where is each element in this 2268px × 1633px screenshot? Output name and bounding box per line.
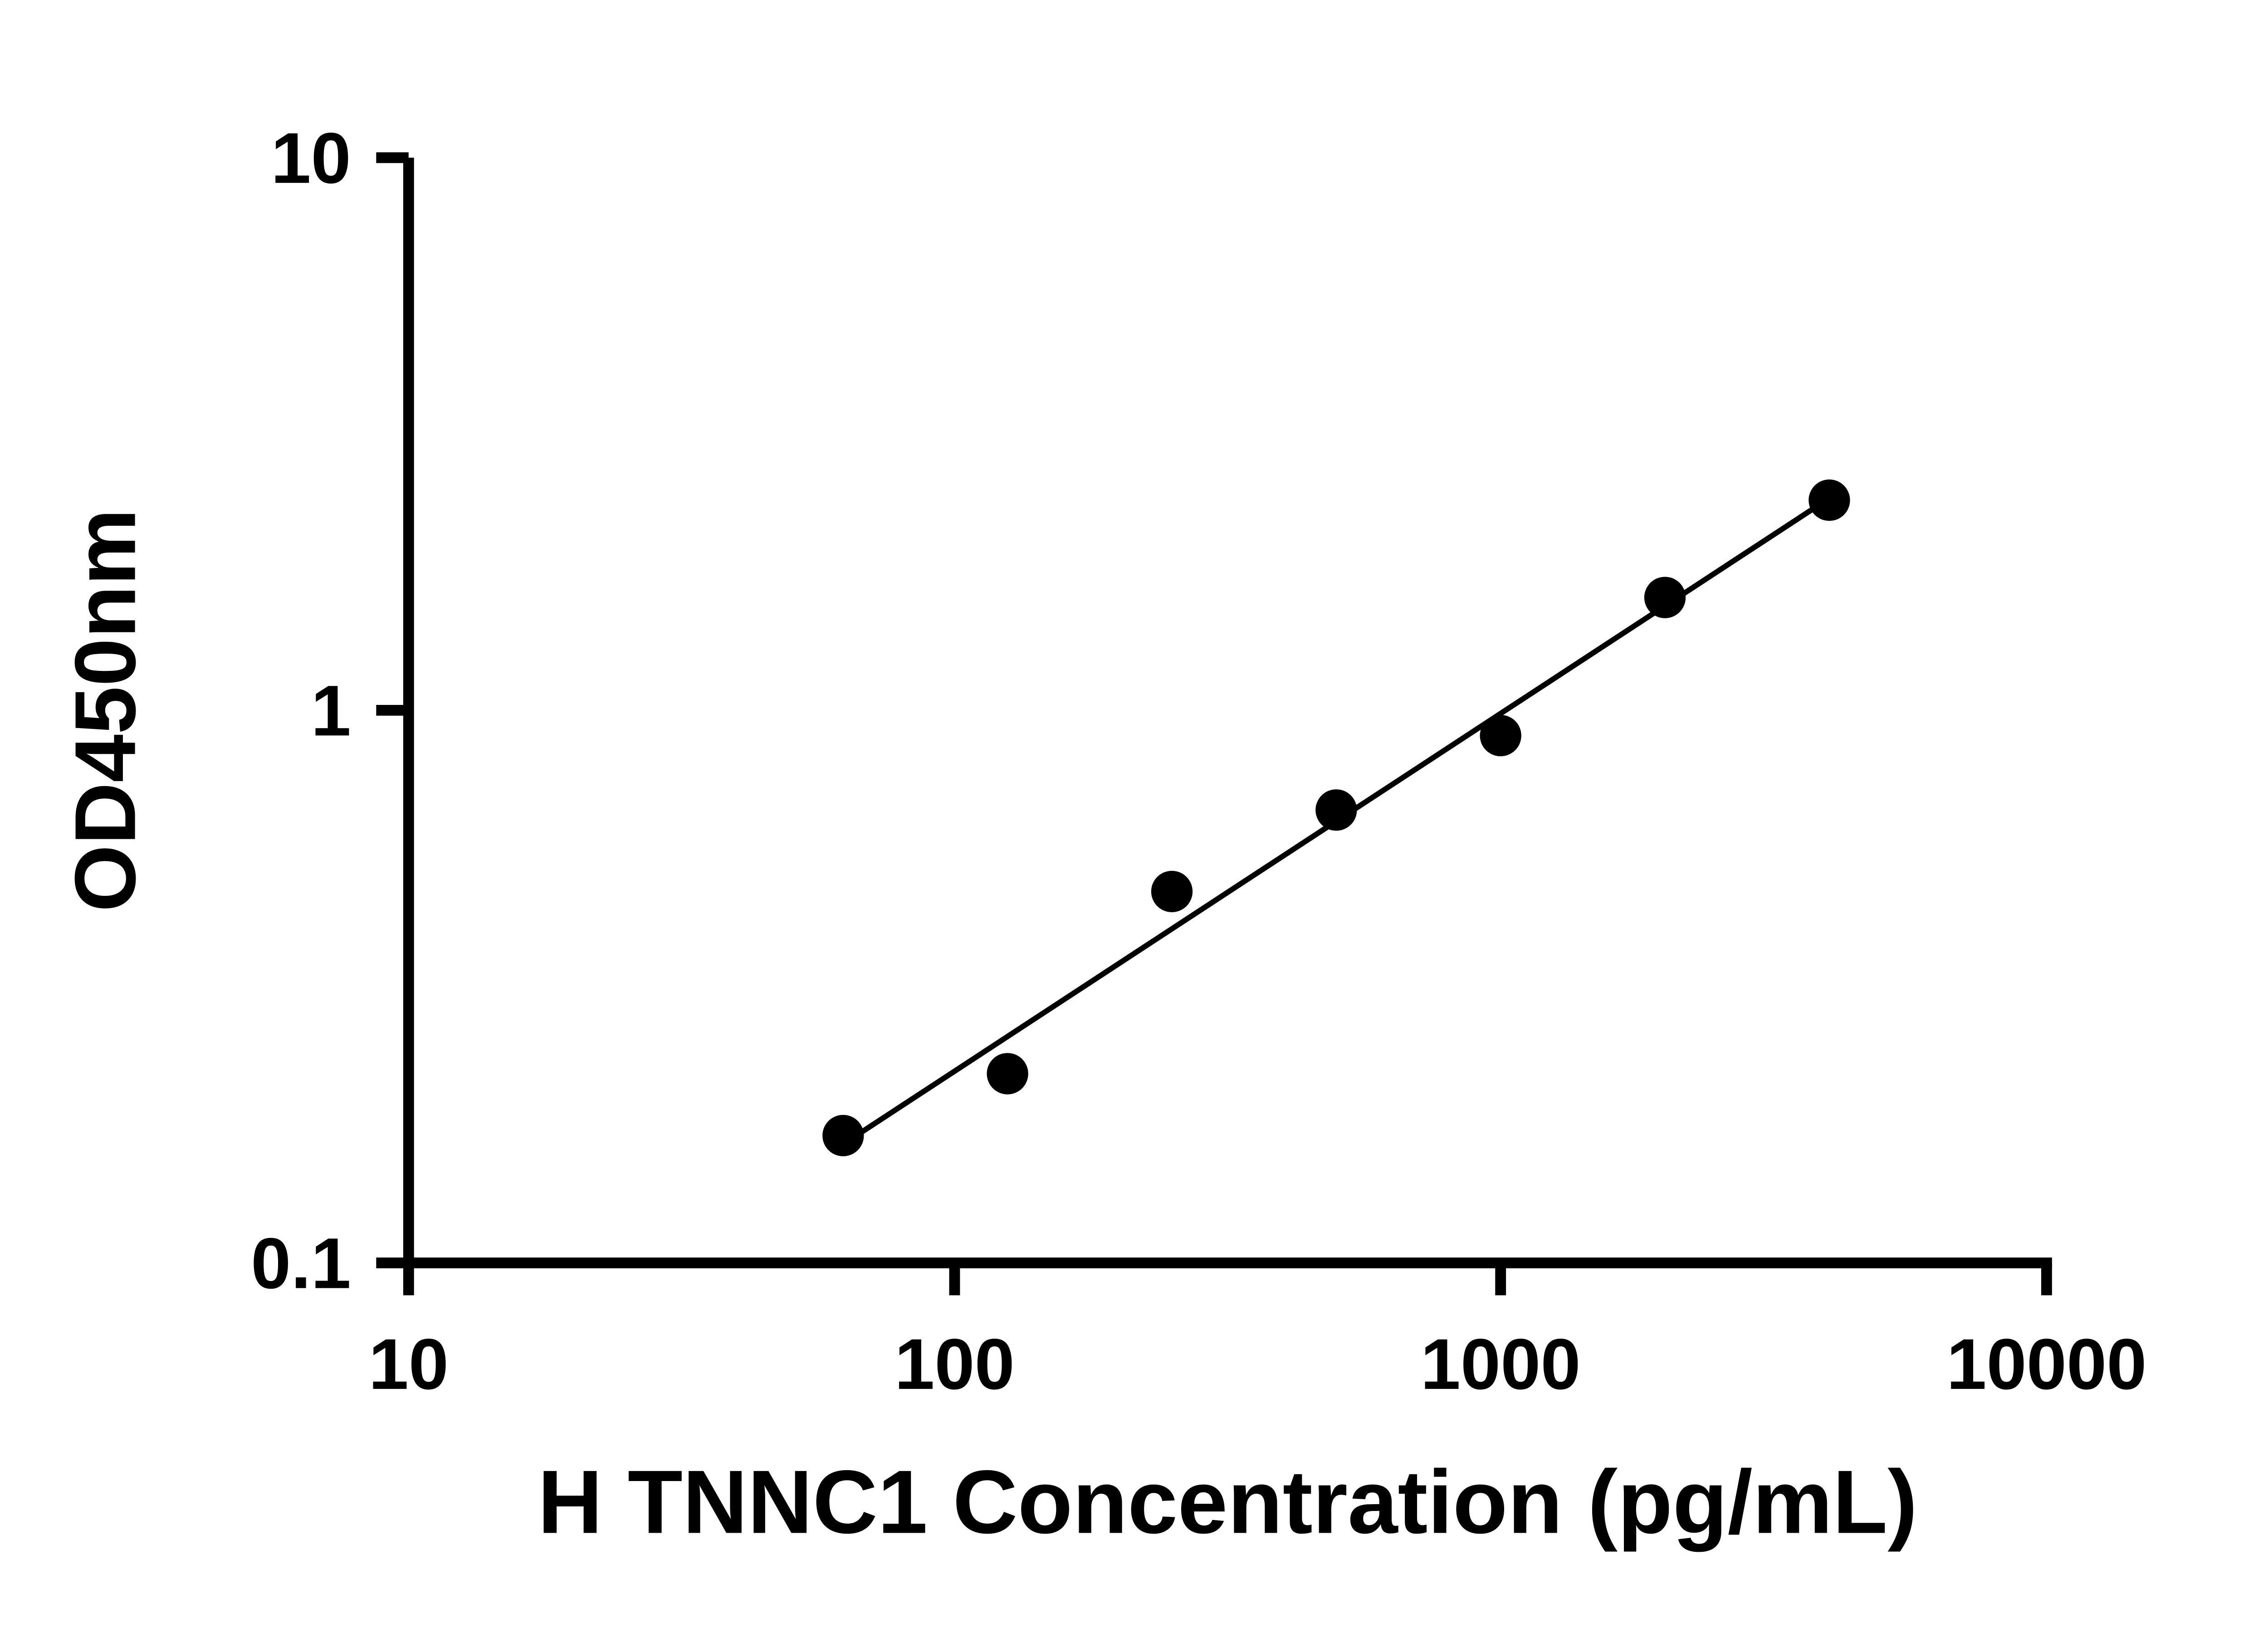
x-tick-label: 10 (369, 1324, 449, 1404)
y-tick-label: 10 (271, 117, 351, 198)
y-tick-label: 0.1 (251, 1223, 351, 1304)
x-tick-label: 1000 (1421, 1324, 1581, 1404)
x-axis-title: H TNNC1 Concentration (pg/mL) (538, 1452, 1917, 1552)
data-point (1809, 479, 1850, 521)
y-tick-label: 1 (311, 670, 351, 751)
data-point (822, 1115, 864, 1157)
data-point (1151, 870, 1193, 912)
data-point (1644, 577, 1686, 618)
data-point (1315, 789, 1357, 831)
data-point (987, 1053, 1028, 1095)
axes: 10 100 1000 10000 0.1 1 10 (251, 117, 2146, 1404)
x-tick-label: 100 (894, 1324, 1015, 1404)
x-tick-label: 10000 (1946, 1324, 2146, 1404)
chart-series (822, 479, 1850, 1157)
y-axis-title: OD450nm (58, 508, 154, 912)
data-point (1480, 714, 1521, 757)
